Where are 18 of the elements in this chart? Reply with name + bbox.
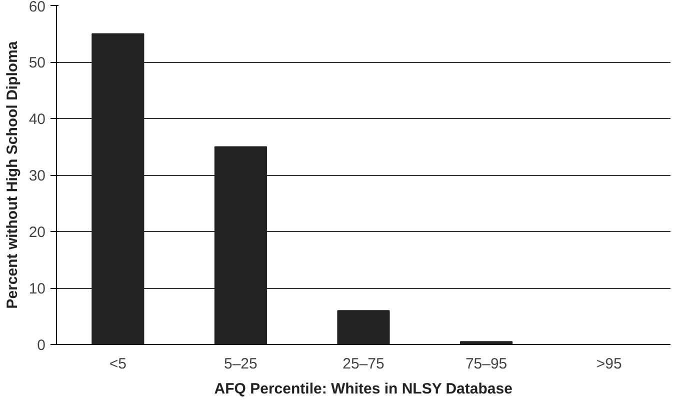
y-tick-label: 40 [28,111,46,128]
bar [460,341,513,344]
x-tick-label: >95 [596,356,622,372]
y-tick-label: 10 [28,280,46,298]
y-tick-label: 0 [37,337,46,354]
x-tick-label: 5–25 [224,356,258,372]
bar [337,310,390,344]
y-tick-label: 30 [28,168,46,184]
bar [92,33,144,344]
x-axis-title: AFQ Percentile: Whites in NLSY Database [214,380,512,398]
x-tick-label: 75–95 [465,356,508,372]
y-tick-label: 20 [28,224,46,241]
x-tick-label: 25–75 [342,356,384,372]
x-tick-label: <5 [109,356,126,372]
y-axis-title: Percent without High School Diploma [4,40,21,309]
bar [214,146,267,344]
y-tick-label: 60 [28,0,46,16]
y-tick-label: 50 [28,54,46,72]
